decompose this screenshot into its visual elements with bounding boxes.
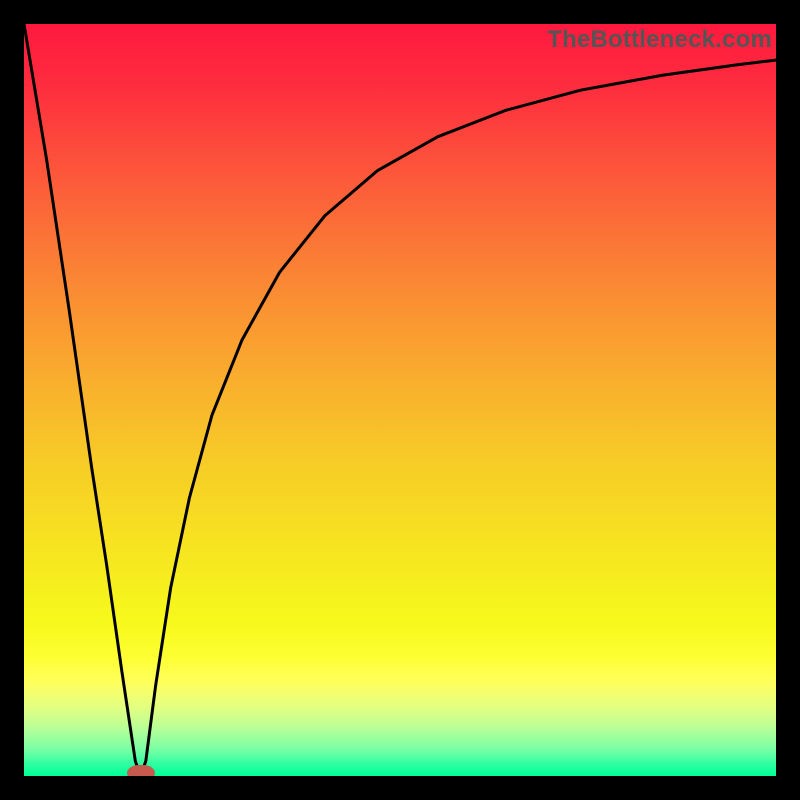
gradient-background <box>24 24 776 776</box>
chart-svg <box>24 24 776 776</box>
plot-area: TheBottleneck.com <box>24 24 776 776</box>
chart-frame: TheBottleneck.com <box>0 0 800 800</box>
